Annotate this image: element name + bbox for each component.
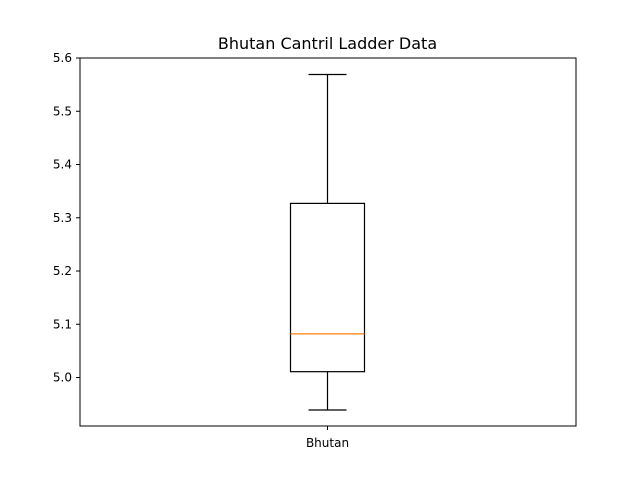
y-tick-label: 5.2 — [53, 264, 72, 278]
y-tick-label: 5.5 — [53, 104, 72, 118]
y-axis: 5.0 5.1 5.2 5.3 5.4 5.5 5.6 — [53, 51, 80, 385]
x-tick-label: Bhutan — [306, 436, 349, 450]
y-tick-label: 5.4 — [53, 158, 72, 172]
x-axis: Bhutan — [306, 426, 349, 450]
box-plot-series — [289, 73, 366, 411]
box-iqr — [289, 202, 366, 373]
chart-title: Bhutan Cantril Ladder Data — [218, 34, 437, 53]
y-tick-label: 5.6 — [53, 51, 72, 65]
y-tick-label: 5.0 — [53, 371, 72, 385]
y-tick-label: 5.3 — [53, 211, 72, 225]
y-tick-label: 5.1 — [53, 317, 72, 331]
